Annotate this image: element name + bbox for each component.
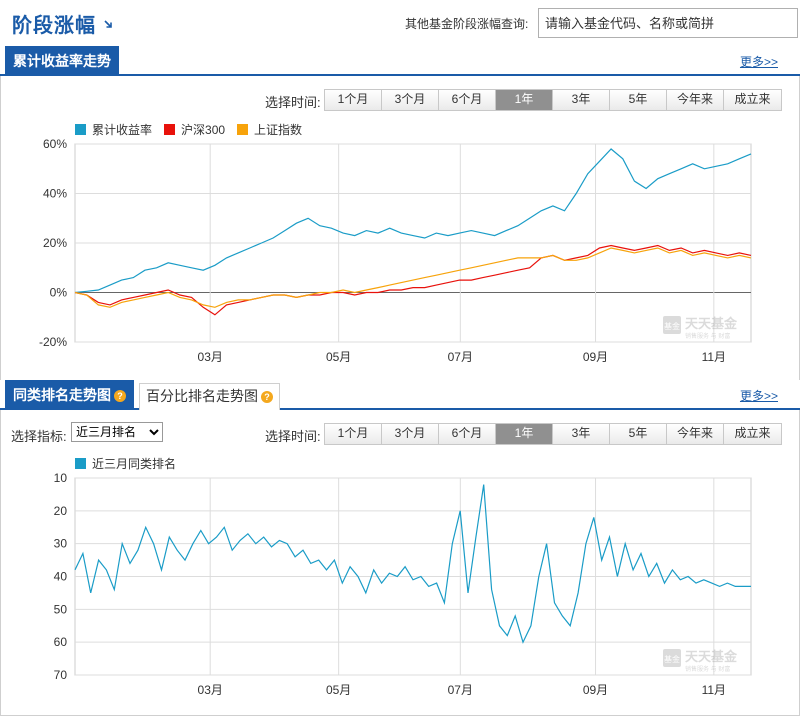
query-label: 其他基金阶段涨幅查询:	[405, 17, 529, 31]
range-button-7[interactable]: 成立来	[724, 90, 781, 110]
watermark-brand: 天天基金	[685, 649, 738, 664]
legend-label: 上证指数	[254, 123, 303, 137]
help-icon[interactable]: ?	[114, 390, 126, 402]
help-icon[interactable]: ?	[261, 391, 273, 403]
y-tick-label: 60%	[43, 137, 67, 151]
tab-percent-rank[interactable]: 百分比排名走势图?	[139, 383, 280, 410]
indicator-select[interactable]: 近三月排名	[71, 422, 163, 442]
y-tick-label: 60	[54, 635, 68, 649]
cumulative-return-chart: 60% 40% 20% 0% -20% 03月 05月 07月 09月 11月 基金 天天基金销售服务…	[39, 137, 752, 364]
range-button-3[interactable]: 1年	[496, 90, 553, 110]
range-button-6[interactable]: 今年来	[667, 424, 724, 444]
section-rank-header: 同类排名走势图? 百分比排名走势图? 更多>>	[0, 380, 800, 410]
more-link-cumulative[interactable]: 更多>>	[739, 55, 778, 69]
time-label: 选择时间:	[265, 429, 321, 444]
legend-label: 近三月同类排名	[92, 457, 177, 471]
legend-item[interactable]: 上证指数	[237, 121, 302, 138]
chart-legend: 近三月同类排名	[75, 455, 188, 472]
y-tick-label: 70	[54, 668, 68, 682]
x-tick-label: 11月	[702, 350, 726, 364]
range-button-1[interactable]: 3个月	[382, 90, 439, 110]
range-button-6[interactable]: 今年来	[667, 90, 724, 110]
watermark-sub: 销售服务 与 财富	[685, 665, 730, 673]
range-button-0[interactable]: 1个月	[325, 90, 382, 110]
legend-swatch	[75, 458, 86, 469]
time-label: 选择时间:	[265, 95, 321, 110]
watermark-badge	[663, 316, 681, 334]
x-tick-label: 07月	[448, 350, 473, 364]
series-line-0	[74, 484, 751, 644]
top-bar: 阶段涨幅 其他基金阶段涨幅查询:	[0, 0, 800, 44]
range-button-4[interactable]: 3年	[553, 90, 610, 110]
indicator-label: 选择指标:	[11, 429, 67, 444]
range-button-0[interactable]: 1个月	[325, 424, 382, 444]
y-tick-label: -20%	[39, 335, 67, 349]
x-tick-label: 11月	[702, 683, 726, 697]
x-tick-label: 07月	[448, 683, 473, 697]
range-button-7[interactable]: 成立来	[724, 424, 781, 444]
cumulative-panel: 选择时间: 1个月 3个月 6个月 1年 3年 5年 今年来 成立来 累计收益率 沪深300 上证…	[0, 76, 800, 380]
chart-legend: 累计收益率 沪深300 上证指数	[75, 121, 314, 138]
x-tick-label: 09月	[583, 350, 608, 364]
x-tick-label: 05月	[326, 350, 351, 364]
y-tick-label: 50	[54, 602, 68, 616]
legend-swatch	[164, 124, 176, 135]
range-button-5[interactable]: 5年	[610, 90, 667, 110]
series-line-1	[74, 244, 752, 316]
more-link-rank[interactable]: 更多>>	[739, 389, 778, 403]
y-tick-label: 40%	[43, 187, 67, 201]
x-tick-label: 03月	[198, 683, 223, 697]
page-title: 阶段涨幅	[12, 15, 96, 37]
range-selector: 1个月 3个月 6个月 1年 3年 5年 今年来 成立来	[324, 89, 782, 111]
legend-item[interactable]: 累计收益率	[75, 121, 152, 138]
y-tick-label: 20%	[43, 236, 67, 250]
range-button-2[interactable]: 6个月	[439, 90, 496, 110]
watermark-sub: 销售服务 与 财富	[685, 332, 730, 340]
arrow-down-right-icon	[104, 20, 112, 28]
range-button-1[interactable]: 3个月	[382, 424, 439, 444]
legend-swatch	[237, 124, 249, 135]
y-tick-label: 20	[54, 504, 68, 518]
watermark-badge-text: 基金	[664, 654, 680, 664]
section-cumulative-header: 累计收益率走势 更多>>	[0, 46, 800, 76]
tab-peer-rank[interactable]: 同类排名走势图?	[5, 380, 134, 410]
y-tick-label: 10	[54, 471, 68, 485]
tab-peer-rank-label: 同类排名走势图	[13, 387, 111, 403]
range-button-2[interactable]: 6个月	[439, 424, 496, 444]
x-tick-label: 05月	[326, 683, 351, 697]
y-tick-label: 40	[54, 570, 68, 584]
series-line-0	[74, 148, 752, 294]
range-button-4[interactable]: 3年	[553, 424, 610, 444]
watermark-badge	[663, 649, 681, 667]
y-tick-label: 0%	[50, 286, 68, 300]
legend-item[interactable]: 近三月同类排名	[75, 455, 176, 472]
tab-cumulative-return[interactable]: 累计收益率走势	[5, 46, 119, 76]
legend-label: 沪深300	[181, 123, 226, 137]
range-button-5[interactable]: 5年	[610, 424, 667, 444]
rank-panel: 选择指标: 近三月排名 选择时间: 1个月 3个月 6个月 1年 3年 5年 今年来 成立来 …	[0, 410, 800, 716]
range-selector: 1个月 3个月 6个月 1年 3年 5年 今年来 成立来	[324, 423, 782, 445]
x-tick-label: 09月	[583, 683, 608, 697]
watermark-brand: 天天基金	[685, 316, 738, 331]
watermark-badge-text: 基金	[664, 321, 680, 331]
range-button-3[interactable]: 1年	[496, 424, 553, 444]
legend-swatch	[75, 124, 86, 135]
legend-label: 累计收益率	[92, 123, 153, 137]
x-tick-label: 03月	[198, 350, 223, 364]
series-line-2	[74, 247, 752, 308]
peer-rank-chart: 10 20 30 40 50 60 70 03月 05月 07月 09月 11月 基金 天天基金销售服务 …	[54, 471, 752, 697]
y-tick-label: 30	[54, 537, 68, 551]
tab-percent-rank-label: 百分比排名走势图	[146, 388, 258, 404]
legend-item[interactable]: 沪深300	[164, 121, 225, 138]
fund-search-input[interactable]	[538, 8, 798, 38]
